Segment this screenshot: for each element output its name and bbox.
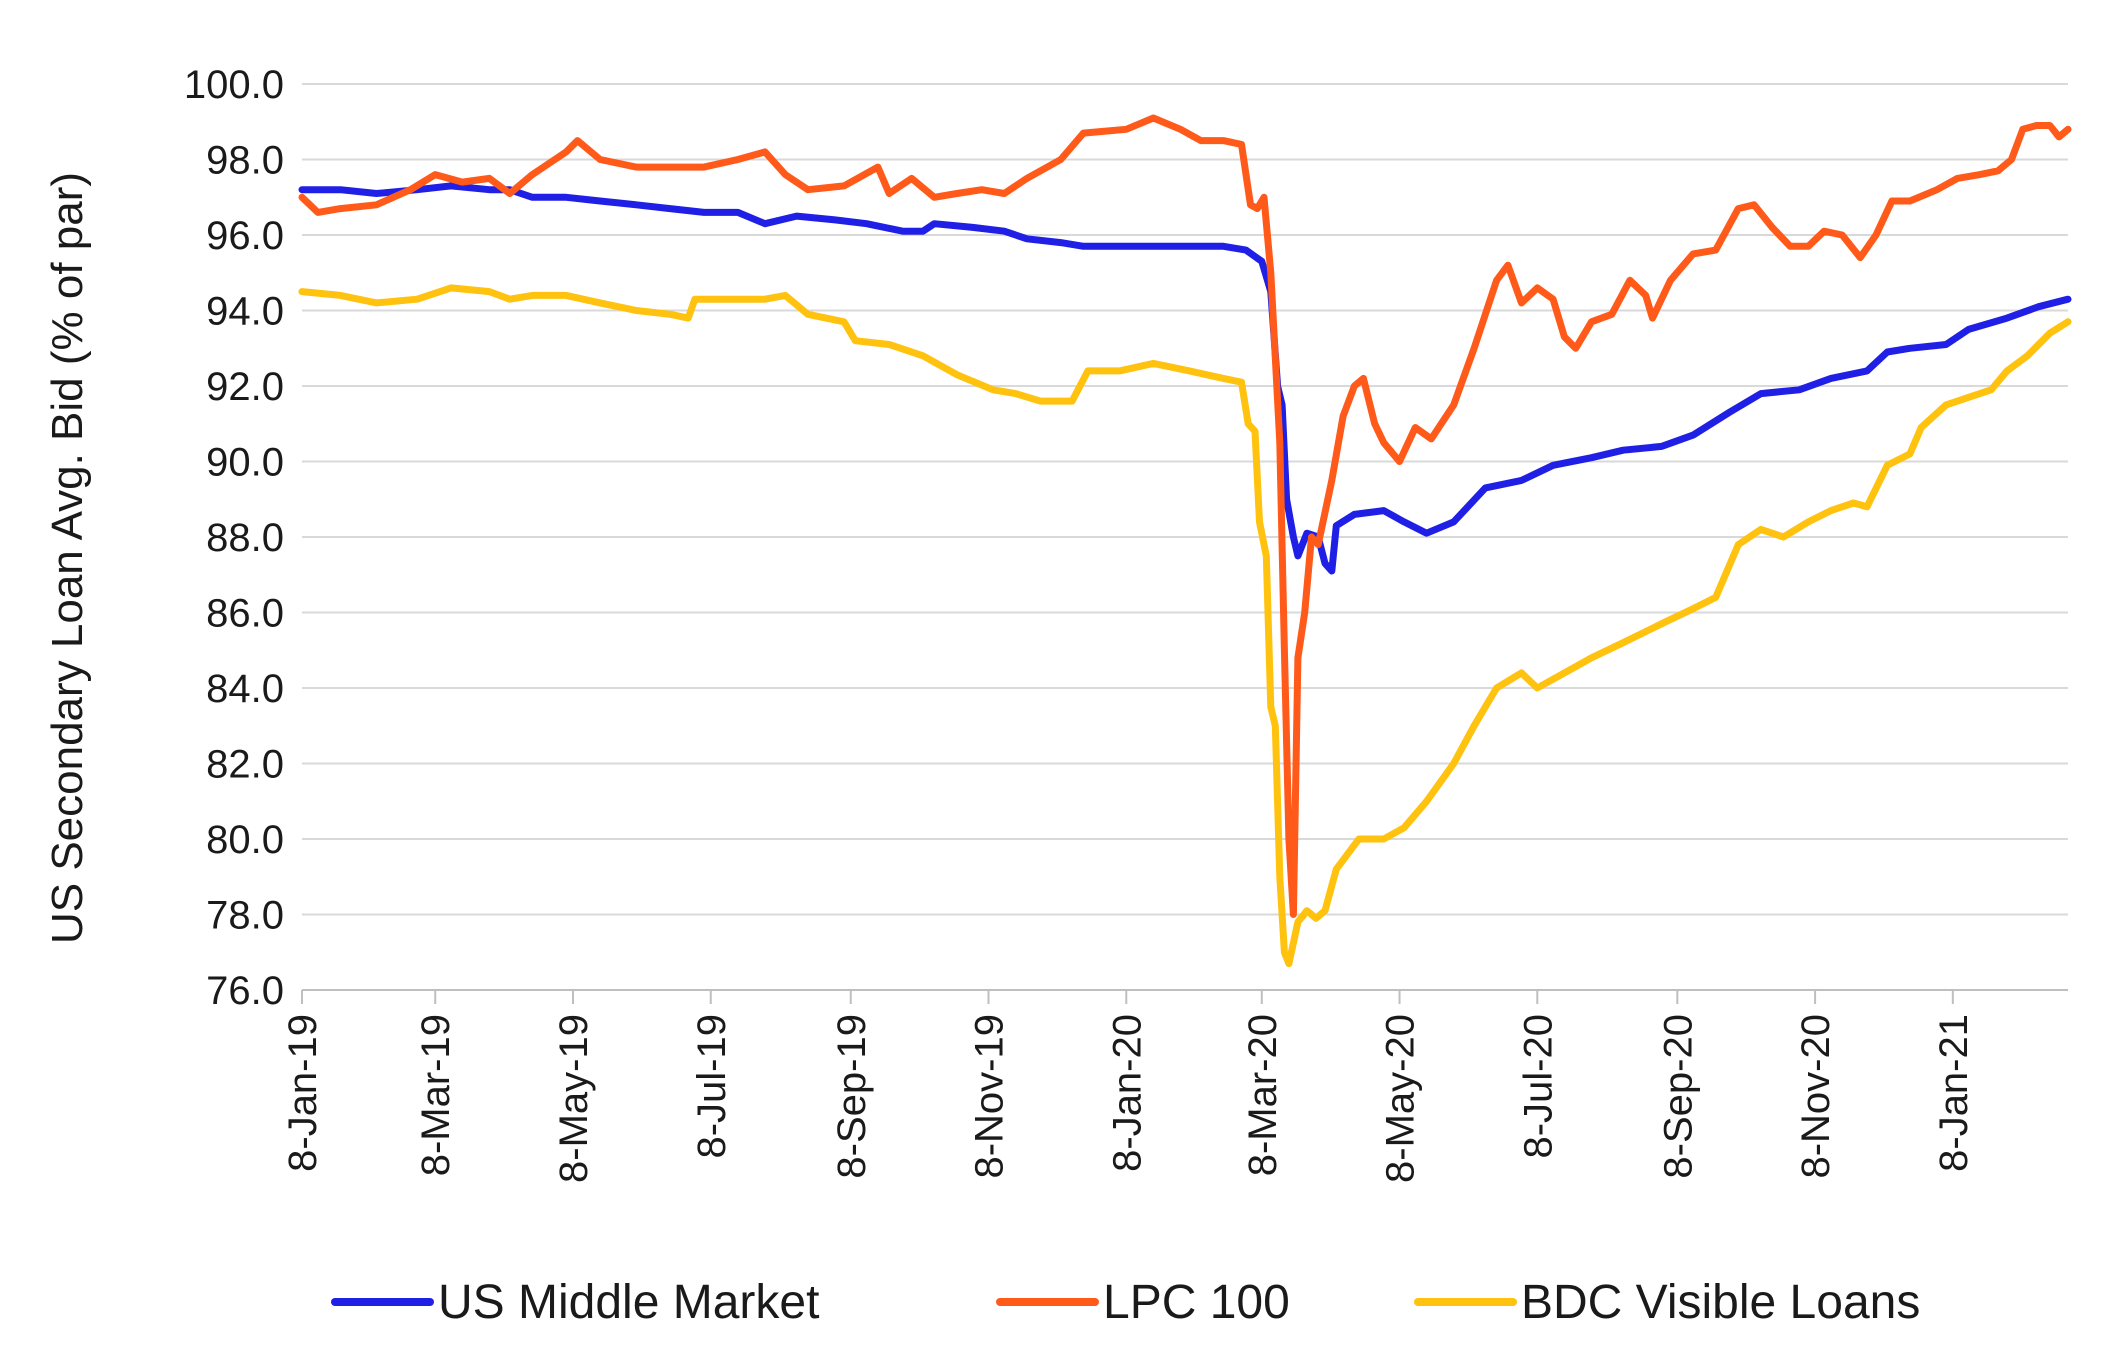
series-line-lpc-100 xyxy=(298,114,2072,918)
x-tick-label: 8-Nov-19 xyxy=(968,1014,1012,1179)
y-axis-ticks: 76.0 78.0 80.0 82.0 84.0 86.0 88.0 90.0 92.0 94.0… xyxy=(184,63,284,1013)
y-tick-label: 84.0 xyxy=(206,667,284,711)
x-tick-label: 8-Jul-20 xyxy=(1516,1014,1560,1159)
x-tick-label: 8-Jan-21 xyxy=(1932,1014,1976,1172)
series-lines xyxy=(298,114,2072,968)
grid-lines xyxy=(302,83,2068,991)
y-tick-label: 88.0 xyxy=(206,516,284,560)
y-tick-label: 86.0 xyxy=(206,592,284,636)
x-tick-label: 8-Sep-19 xyxy=(830,1014,874,1179)
legend-label: BDC Visible Loans xyxy=(1521,1276,1920,1329)
y-tick-label: 100.0 xyxy=(184,63,284,107)
x-tick-label: 8-Mar-20 xyxy=(1241,1014,1285,1176)
x-tick-label: 8-Sep-20 xyxy=(1656,1014,1700,1179)
x-tick-label: 8-Jan-20 xyxy=(1105,1014,1149,1172)
y-tick-label: 96.0 xyxy=(206,214,284,258)
legend-label: LPC 100 xyxy=(1103,1276,1290,1329)
y-tick-label: 92.0 xyxy=(206,365,284,409)
x-tick-label: 8-Mar-19 xyxy=(414,1014,458,1176)
y-tick-label: 76.0 xyxy=(206,969,284,1013)
series-line-bdc-visible-loans xyxy=(298,284,2072,968)
x-tick-label: 8-May-20 xyxy=(1379,1014,1423,1183)
x-tick-label: 8-Jan-19 xyxy=(281,1014,325,1172)
legend-item: US Middle Market xyxy=(331,1276,819,1329)
y-tick-label: 82.0 xyxy=(206,743,284,787)
y-tick-label: 90.0 xyxy=(206,441,284,485)
legend-label: US Middle Market xyxy=(438,1276,819,1329)
y-tick-label: 78.0 xyxy=(206,894,284,938)
x-tick-label: 8-May-19 xyxy=(552,1014,596,1183)
y-tick-label: 98.0 xyxy=(206,139,284,183)
legend: US Middle Market LPC 100 BDC Visible Loans xyxy=(331,1276,1920,1329)
x-axis-ticks: 8-Jan-19 8-Mar-19 8-May-19 8-Jul-19 8-Sep-19… xyxy=(281,990,1976,1183)
x-tick-label: 8-Jul-19 xyxy=(690,1014,734,1159)
y-tick-label: 80.0 xyxy=(206,818,284,862)
legend-item: BDC Visible Loans xyxy=(1414,1276,1920,1329)
x-tick-label: 8-Nov-20 xyxy=(1794,1014,1838,1179)
legend-item: LPC 100 xyxy=(996,1276,1290,1329)
y-tick-label: 94.0 xyxy=(206,290,284,334)
y-axis-label: US Secondary Loan Avg. Bid (% of par) xyxy=(43,172,92,944)
